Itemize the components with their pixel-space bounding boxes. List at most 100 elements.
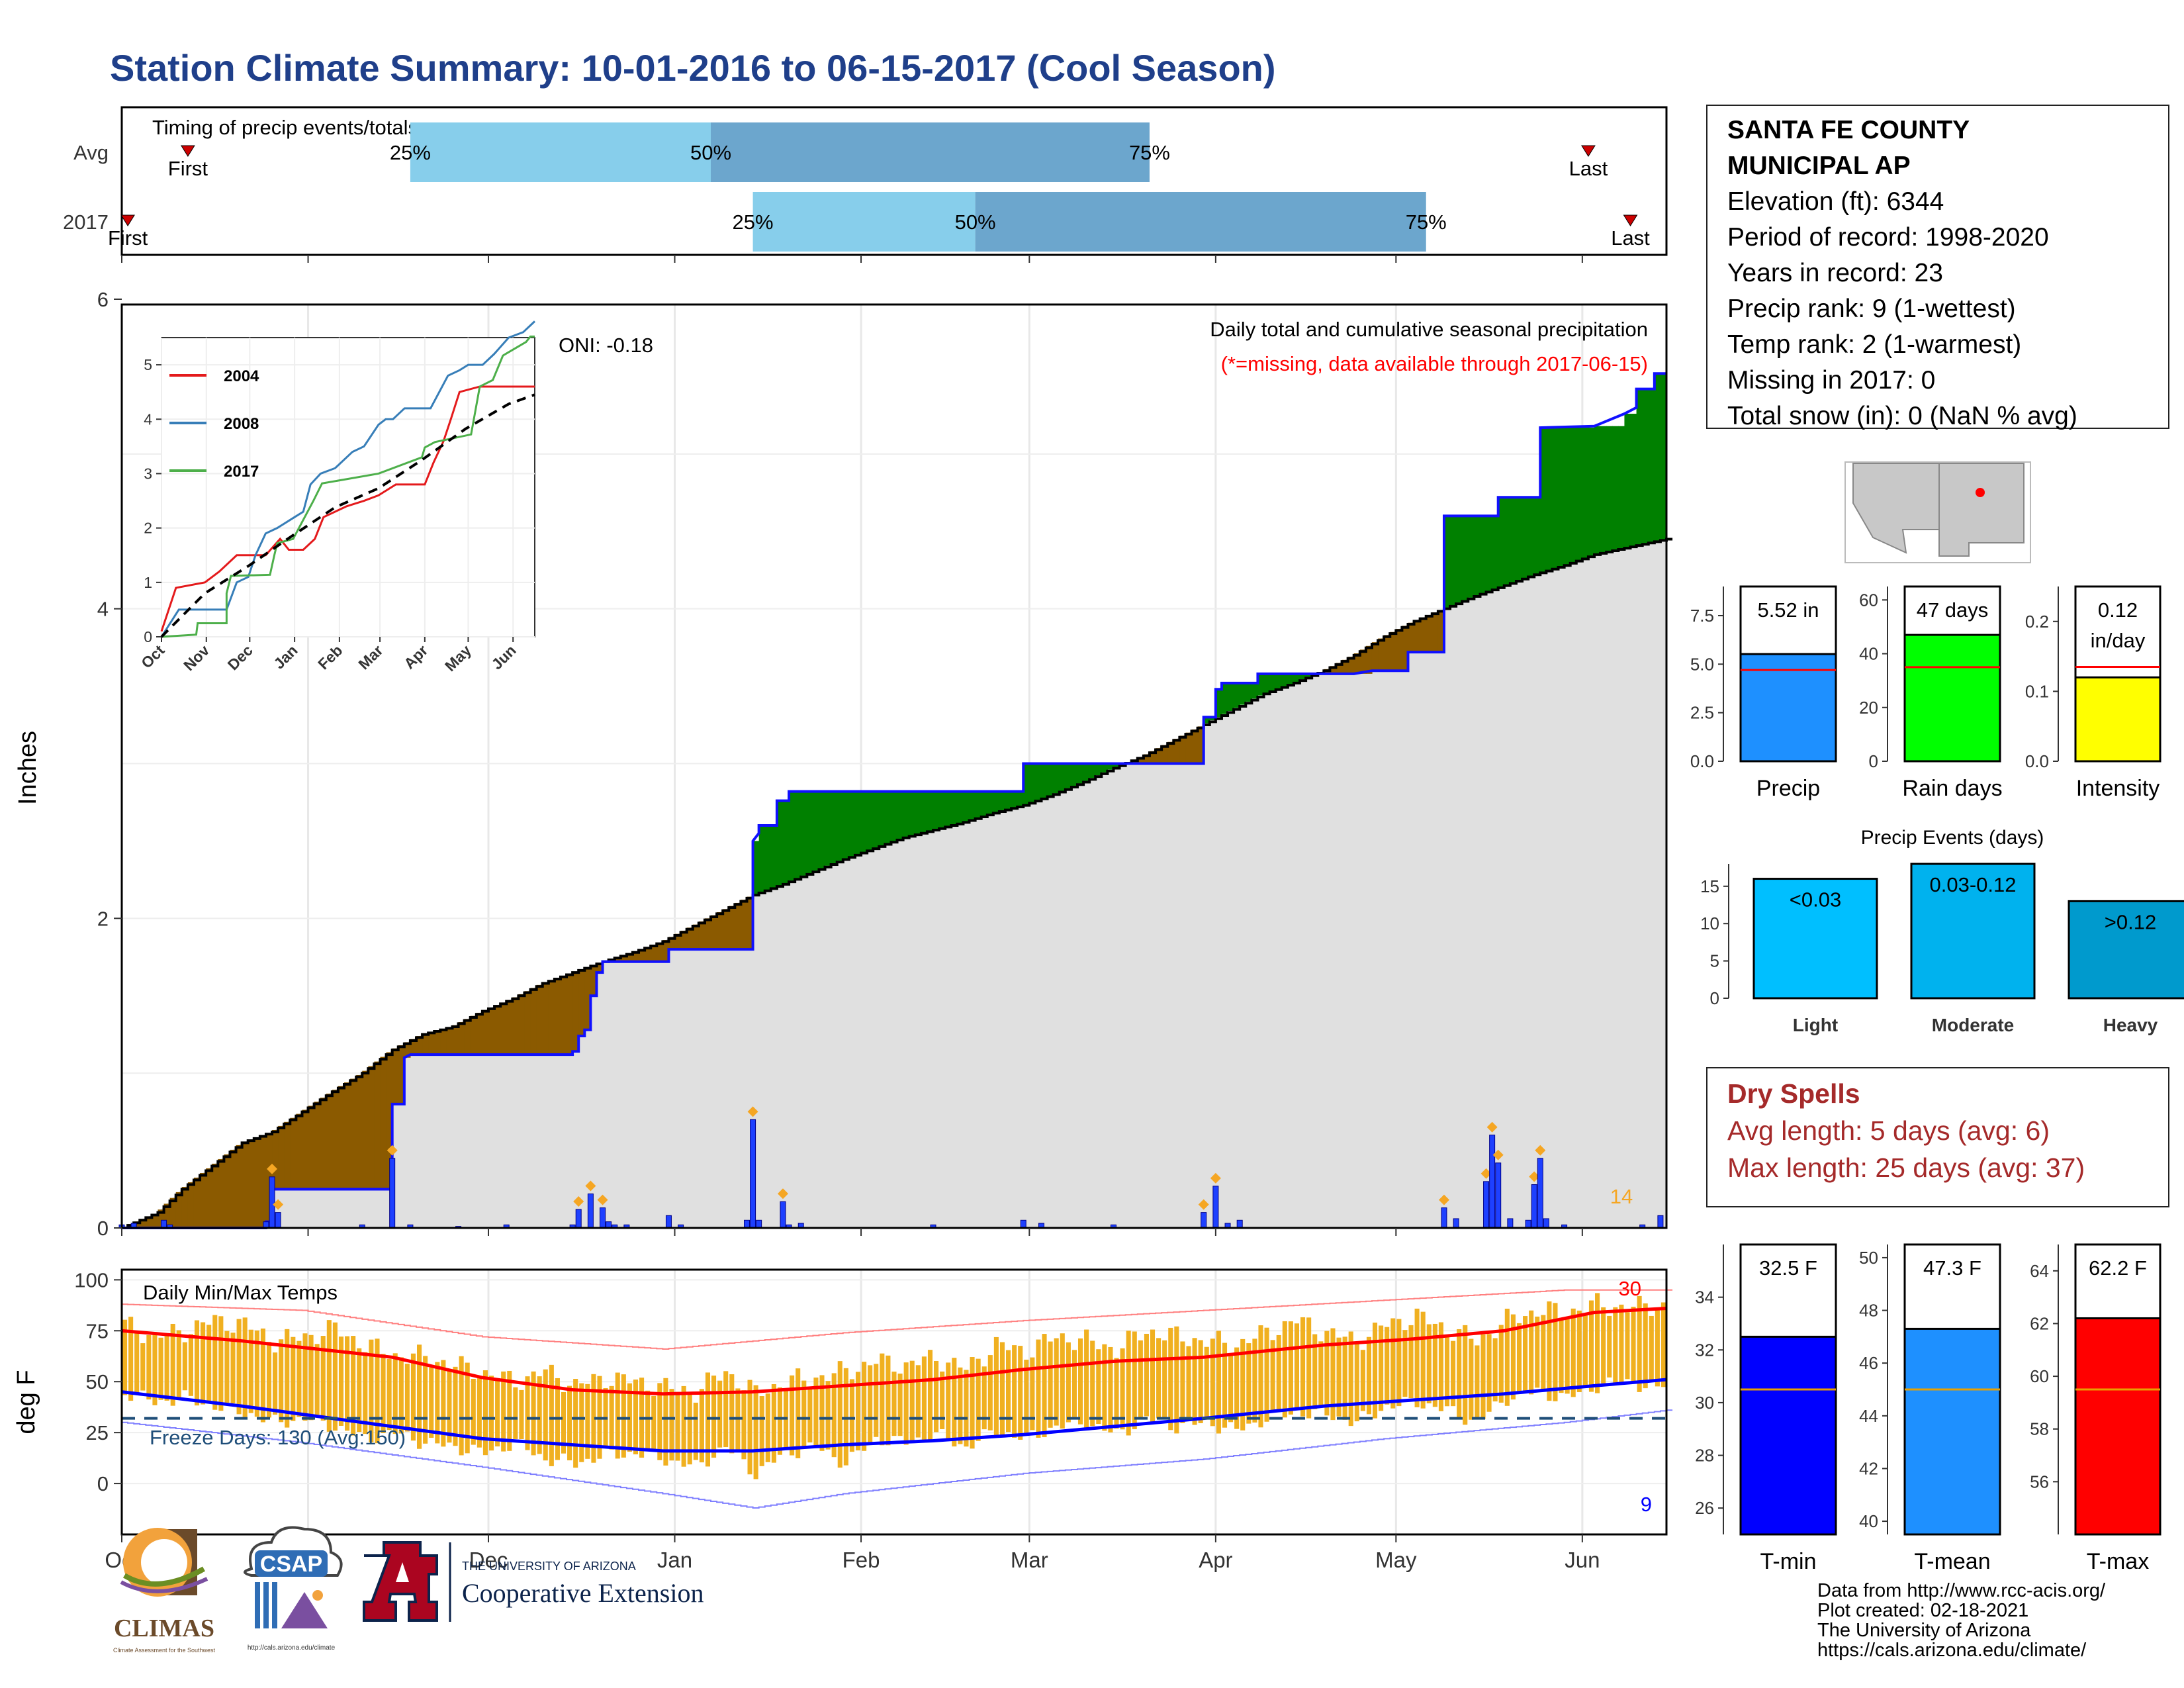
precip-summary-2-value-label-unit: in/day — [2091, 629, 2146, 652]
timing-bar-q50-q75 — [711, 122, 1150, 182]
precip-deficit-area — [632, 951, 639, 962]
precip-surplus-area — [848, 791, 856, 857]
inset-legend-label: 2004 — [224, 367, 259, 385]
precip-surplus-area — [1059, 763, 1066, 791]
temp-daily-bar — [1637, 1295, 1642, 1392]
temp-daily-bar — [813, 1378, 819, 1447]
temp-min-record-line — [122, 1409, 1673, 1509]
precip-surplus-area — [897, 791, 904, 839]
precip-summary-0-y-tick-label: 0.0 — [1690, 751, 1714, 771]
precip-surplus-area — [1300, 673, 1306, 680]
temp-daily-bar — [1601, 1307, 1606, 1383]
station-years: Years in record: 23 — [1727, 259, 1943, 287]
temp-daily-bar — [1516, 1323, 1522, 1391]
timing-quartile-label: 50% — [955, 211, 996, 234]
precip-heavy-marker — [573, 1196, 584, 1207]
temp-daily-bar — [868, 1365, 873, 1442]
temp-daily-bar — [471, 1378, 476, 1445]
precip-surplus-area — [764, 825, 772, 890]
precip-daily-bar — [1236, 1219, 1243, 1229]
precip-surplus-area — [1240, 682, 1246, 705]
temp-daily-bar — [1595, 1293, 1600, 1393]
precip-deficit-area — [1359, 649, 1367, 674]
temp-daily-bar — [1006, 1350, 1011, 1432]
temp-daily-bar — [765, 1393, 770, 1462]
precip-surplus-area — [842, 791, 850, 859]
temp-x-tick-label: Mar — [1011, 1548, 1048, 1572]
precip-deficit-area — [476, 1012, 483, 1055]
temp-daily-bar — [1036, 1339, 1041, 1438]
temp-daily-bar — [1288, 1321, 1293, 1415]
precip-surplus-area — [1642, 389, 1649, 544]
precip-deficit-area — [404, 1042, 411, 1058]
temp-daily-bar — [230, 1333, 236, 1403]
temp-daily-bar — [759, 1396, 764, 1466]
precip-surplus-area — [1035, 763, 1042, 800]
precip-deficit-area — [253, 1137, 261, 1228]
precip-deficit-area — [398, 1045, 405, 1104]
inset-y-tick-label: 2 — [144, 520, 152, 537]
temp-daily-bar — [645, 1390, 651, 1452]
temp-daily-bar — [513, 1387, 518, 1439]
temp-daily-bar — [729, 1374, 735, 1454]
temp-daily-bar — [296, 1340, 302, 1417]
precip-surplus-area — [837, 791, 844, 861]
precip-deficit-area — [596, 962, 604, 973]
temp-daily-bar — [837, 1361, 842, 1468]
precip-summary-0-value-label: 5.52 in — [1757, 598, 1819, 622]
precip-deficit-area — [704, 918, 711, 950]
temp-summary-1-category-label: T-mean — [1914, 1549, 1990, 1574]
temp-daily-bar — [1210, 1338, 1215, 1427]
temp-daily-bar — [188, 1334, 193, 1396]
temp-daily-bar — [1510, 1314, 1516, 1400]
temp-daily-bar — [1126, 1331, 1131, 1436]
footer-line3: The University of Arizona — [1817, 1620, 2031, 1641]
temp-daily-bar — [260, 1328, 265, 1423]
precip-deficit-area — [308, 1105, 315, 1190]
precip-surplus-area — [993, 791, 1000, 813]
precip-deficit-area — [530, 988, 537, 1055]
precip-deficit-area — [350, 1078, 357, 1190]
temp-daily-bar — [152, 1332, 158, 1405]
temp-daily-bar — [1432, 1323, 1437, 1407]
temp-daily-bar — [651, 1395, 657, 1450]
precip-deficit-area — [1137, 757, 1144, 764]
precip-heavy-count: 14 — [1610, 1185, 1633, 1208]
precip-surplus-area — [903, 791, 910, 837]
timing-quartile-label: 25% — [390, 141, 431, 164]
precip-panel-title: Daily total and cumulative seasonal prec… — [1210, 318, 1648, 341]
precip-deficit-area — [1378, 638, 1385, 671]
precip-surplus-area — [1077, 763, 1084, 784]
climas-logo-subtext: Climate Assessment for the Southwest — [113, 1647, 216, 1654]
precip-deficit-area — [163, 1203, 171, 1228]
events-y-tick-label: 5 — [1710, 951, 1719, 971]
precip-daily-bar — [389, 1158, 396, 1229]
precip-surplus-area — [1468, 516, 1475, 598]
precip-summary-1-value-bar — [1903, 633, 2001, 763]
precip-deficit-area — [674, 933, 682, 950]
precip-heavy-marker — [1438, 1194, 1449, 1205]
temp-y-tick-label: 50 — [86, 1370, 109, 1393]
precip-deficit-area — [446, 1027, 453, 1055]
precip-deficit-area — [1432, 612, 1439, 653]
precip-surplus-area — [927, 791, 934, 831]
precip-surplus-area — [1023, 763, 1030, 804]
temp-daily-bar — [201, 1322, 206, 1405]
precip-surplus-area — [1480, 516, 1487, 594]
precip-heavy-marker — [747, 1106, 758, 1117]
precip-deficit-area — [320, 1098, 327, 1190]
precip-surplus-area — [1095, 763, 1102, 776]
temp-daily-bar — [1588, 1300, 1594, 1392]
temp-panel-title: Daily Min/Max Temps — [143, 1281, 338, 1304]
events-bar-label: 0.03-0.12 — [1930, 873, 2017, 896]
precip-deficit-area — [259, 1135, 267, 1228]
temp-daily-bar — [459, 1356, 464, 1456]
precip-surplus-area — [1029, 763, 1036, 802]
precip-deficit-area — [338, 1086, 345, 1190]
precip-deficit-area — [212, 1163, 218, 1228]
precip-deficit-area — [542, 982, 549, 1055]
precip-y-tick-label: 0 — [97, 1217, 109, 1240]
temp-daily-bar — [338, 1336, 344, 1426]
temp-summary-1-y-tick-label: 42 — [1859, 1458, 1878, 1478]
precip-deficit-area — [344, 1082, 351, 1190]
